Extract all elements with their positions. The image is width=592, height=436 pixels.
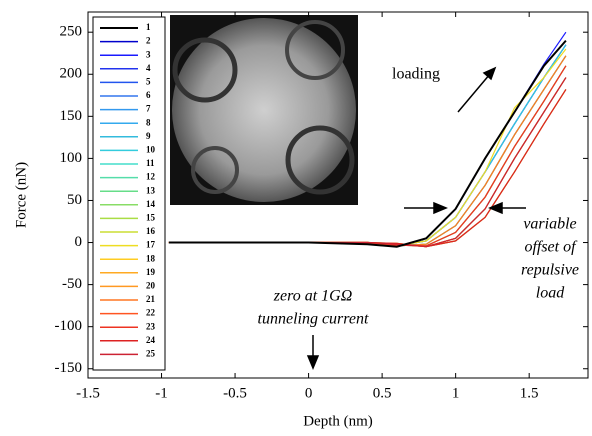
legend-label: 19 [146, 267, 156, 277]
legend-label: 2 [146, 36, 151, 46]
x-tick-label: 1.5 [520, 385, 539, 401]
series-line [168, 39, 567, 248]
annotation: zero at 1GΩ [273, 288, 353, 305]
legend-label: 6 [146, 90, 151, 100]
legend-label: 8 [146, 117, 151, 127]
annotation: load [536, 285, 565, 302]
x-tick-label: 0 [305, 385, 313, 401]
x-tick-label: -1 [155, 385, 168, 401]
x-tick-label: 1 [452, 385, 460, 401]
legend-label: 3 [146, 49, 151, 59]
x-tick-label: -0.5 [223, 385, 247, 401]
legend-label: 20 [146, 280, 156, 290]
legend-label: 21 [146, 294, 156, 304]
y-tick-label: 50 [67, 192, 82, 208]
arrows [306, 66, 526, 370]
annotation: loading [392, 66, 440, 83]
legend-label: 9 [146, 131, 151, 141]
y-tick-label: 100 [60, 150, 83, 166]
legend-label: 4 [146, 63, 151, 73]
legend-label: 24 [146, 335, 156, 345]
inset-image [170, 15, 358, 205]
y-axis-label: Force (nN) [13, 162, 29, 228]
legend-label: 22 [146, 308, 156, 318]
y-tick-label: -100 [55, 318, 83, 334]
y-tick-label: 200 [60, 66, 83, 82]
y-tick-label: 150 [60, 108, 83, 124]
legend: 1234567891011121314151617181920212223242… [92, 16, 166, 371]
y-tick-label: -150 [55, 360, 83, 376]
y-tick-label: -50 [62, 276, 82, 292]
legend-label: 25 [146, 348, 156, 358]
legend-label: 13 [146, 185, 156, 195]
annotation: repulsive [521, 262, 579, 279]
legend-label: 14 [146, 199, 156, 209]
legend-label: 5 [146, 76, 151, 86]
legend-label: 18 [146, 253, 156, 263]
x-axis-label: Depth (nm) [303, 413, 373, 429]
legend-label: 15 [146, 212, 156, 222]
legend-label: 10 [146, 144, 156, 154]
annotation: variable [523, 216, 576, 233]
legend-label: 17 [146, 240, 156, 250]
legend-label: 7 [146, 104, 151, 114]
annotation: offset of [524, 239, 578, 256]
x-tick-label: -1.5 [76, 385, 100, 401]
annotation: tunneling current [258, 311, 370, 328]
x-tick-label: 0.5 [373, 385, 392, 401]
legend-label: 11 [146, 158, 155, 168]
y-tick-label: 0 [75, 234, 83, 250]
plot-frame [87, 11, 589, 379]
legend-box [92, 16, 166, 371]
legend-label: 16 [146, 226, 156, 236]
legend-label: 1 [146, 22, 151, 32]
legend-label: 12 [146, 172, 156, 182]
y-tick-label: 250 [60, 24, 83, 40]
legend-label: 23 [146, 321, 156, 331]
